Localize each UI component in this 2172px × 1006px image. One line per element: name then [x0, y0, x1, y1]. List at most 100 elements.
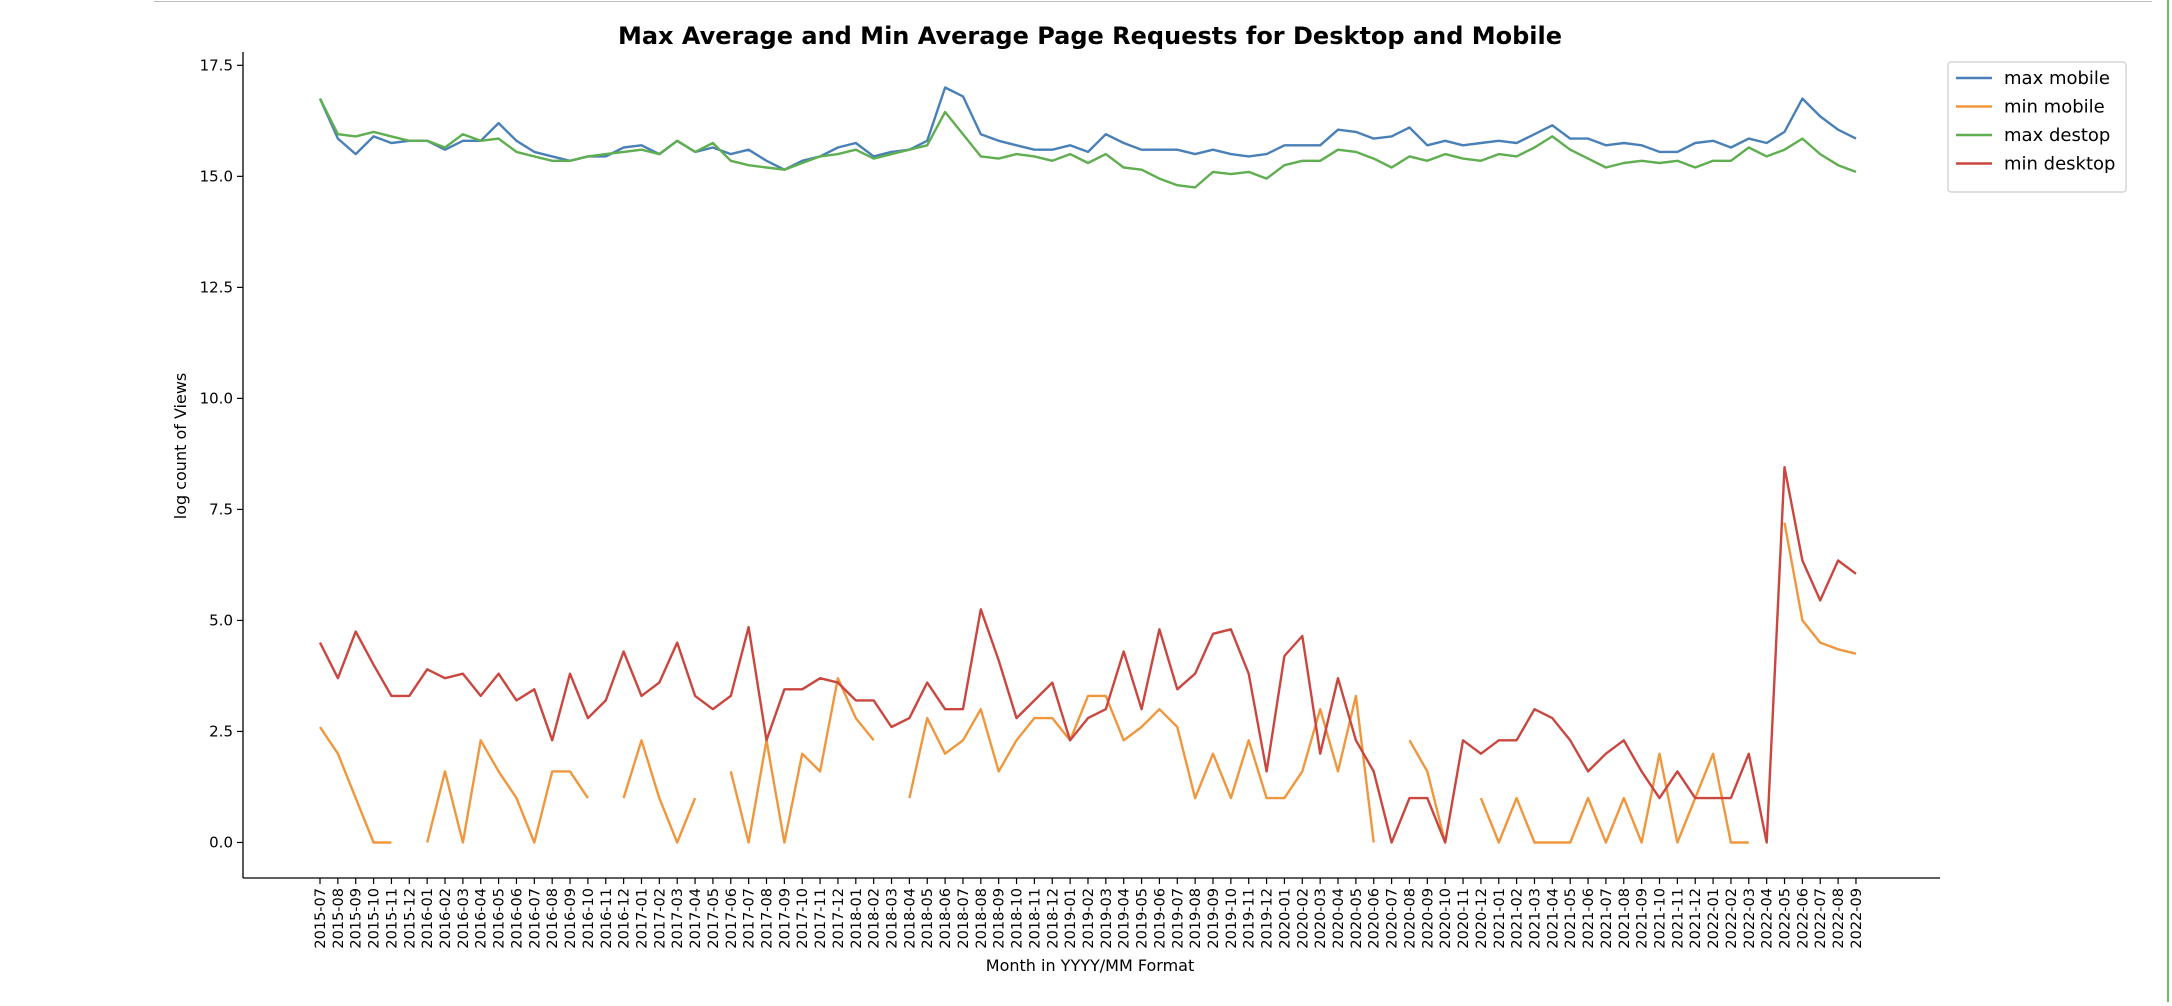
x-tick-label: 2016-08	[545, 888, 561, 949]
x-tick-label: 2016-09	[563, 888, 579, 949]
x-tick-label: 2019-04	[1117, 888, 1133, 949]
x-tick-label: 2017-08	[760, 888, 776, 949]
x-tick-label: 2022-07	[1813, 888, 1829, 949]
x-tick-label: 2021-05	[1563, 888, 1579, 949]
x-tick-label: 2016-12	[617, 888, 633, 949]
x-tick-label: 2017-07	[742, 888, 758, 949]
x-tick-label: 2018-11	[1027, 888, 1043, 949]
series-line-max-destop	[318, 98, 1857, 189]
legend-label: max mobile	[2004, 68, 2110, 89]
x-tick-label: 2021-11	[1670, 888, 1686, 949]
x-tick-label: 2018-12	[1045, 888, 1061, 949]
y-axis-label: log count of Views	[171, 373, 190, 520]
x-tick-label: 2020-05	[1349, 888, 1365, 949]
y-tick-label: 5.0	[209, 611, 233, 629]
y-tick-label: 15.0	[200, 167, 233, 185]
x-tick-label: 2016-02	[438, 888, 454, 949]
x-tick-label: 2018-01	[849, 888, 865, 949]
x-tick-label: 2022-01	[1706, 888, 1722, 949]
x-tick-label: 2018-08	[974, 888, 990, 949]
legend: max mobile min mobile max destop min deskto…	[1947, 61, 2127, 193]
legend-label: min desktop	[2004, 154, 2115, 175]
x-tick-label: 2020-08	[1402, 888, 1418, 949]
series-line-min-desktop	[318, 466, 1857, 844]
x-tick-label: 2018-07	[956, 888, 972, 949]
x-axis-label: Month in YYYY/MM Format	[986, 956, 1194, 975]
x-tick-label: 2020-06	[1367, 888, 1383, 949]
series-layer	[318, 86, 1857, 844]
x-tick-label: 2019-11	[1242, 888, 1258, 949]
window-right-edge	[2167, 0, 2169, 1002]
x-tick-label: 2022-09	[1849, 888, 1865, 949]
x-tick-label: 2017-01	[634, 888, 650, 949]
x-tick-label: 2019-12	[1260, 888, 1276, 949]
x-tick-label: 2019-01	[1063, 888, 1079, 949]
x-tick-label: 2022-04	[1760, 888, 1776, 949]
x-tick-label: 2018-06	[938, 888, 954, 949]
x-tick-label: 2020-12	[1474, 888, 1490, 949]
x-tick-label: 2021-08	[1617, 888, 1633, 949]
x-tick-label: 2019-03	[1099, 888, 1115, 949]
x-tick-label: 2020-04	[1331, 888, 1347, 949]
x-tick-label: 2019-07	[1170, 888, 1186, 949]
x-tick-label: 2016-01	[420, 888, 436, 949]
x-tick-label: 2019-08	[1188, 888, 1204, 949]
x-tick-label: 2017-04	[688, 888, 704, 949]
x-tick-label: 2022-05	[1778, 888, 1794, 949]
x-tick-label: 2017-02	[652, 888, 668, 949]
series-line-max-mobile	[318, 86, 1857, 171]
legend-box	[1947, 61, 2127, 193]
x-tick-label: 2019-09	[1206, 888, 1222, 949]
series-line-min-mobile	[319, 522, 1857, 844]
x-tick-label: 2021-10	[1653, 888, 1669, 949]
x-tick-label: 2017-06	[724, 888, 740, 949]
x-tick-label: 2021-06	[1581, 888, 1597, 949]
chart-title: Max Average and Min Average Page Request…	[618, 22, 1562, 50]
x-tick-label: 2022-08	[1831, 888, 1847, 949]
x-tick-label: 2016-11	[599, 888, 615, 949]
x-tick-label: 2015-08	[331, 888, 347, 949]
x-tick-label: 2017-12	[831, 888, 847, 949]
x-tick-label: 2016-05	[492, 888, 508, 949]
y-tick-label: 10.0	[200, 389, 233, 407]
x-tick-label: 2021-07	[1599, 888, 1615, 949]
x-tick-label: 2017-03	[670, 888, 686, 949]
y-tick-label: 0.0	[209, 833, 233, 851]
y-tick-label: 17.5	[200, 56, 233, 74]
x-tick-label: 2018-10	[1010, 888, 1026, 949]
x-tick-label: 2017-11	[813, 888, 829, 949]
x-tick-label: 2019-10	[1224, 888, 1240, 949]
x-tick-label: 2020-10	[1438, 888, 1454, 949]
x-tick-label: 2021-03	[1527, 888, 1543, 949]
x-tick-label: 2016-04	[474, 888, 490, 949]
x-tick-label: 2016-10	[581, 888, 597, 949]
x-tick-label: 2018-05	[920, 888, 936, 949]
x-tick-label: 2015-07	[313, 888, 329, 949]
y-tick-label: 12.5	[200, 278, 233, 296]
x-tick-label: 2015-09	[349, 888, 365, 949]
x-tick-label: 2015-11	[384, 888, 400, 949]
x-tick-label: 2021-04	[1545, 888, 1561, 949]
x-tick-label: 2018-03	[885, 888, 901, 949]
x-tick-label: 2022-06	[1795, 888, 1811, 949]
x-tick-label: 2020-11	[1456, 888, 1472, 949]
x-tick-label: 2020-03	[1313, 888, 1329, 949]
x-tick-label: 2018-04	[902, 888, 918, 949]
x-tick-label: 2017-10	[795, 888, 811, 949]
x-tick-label: 2021-12	[1688, 888, 1704, 949]
x-tick-label: 2020-01	[1277, 888, 1293, 949]
x-tick-label: 2017-09	[777, 888, 793, 949]
x-tick-label: 2019-05	[1135, 888, 1151, 949]
y-tick-label: 7.5	[209, 500, 233, 518]
x-tick-label: 2022-03	[1742, 888, 1758, 949]
x-tick-label: 2016-07	[527, 888, 543, 949]
y-tick-label: 2.5	[209, 722, 233, 740]
x-tick-label: 2020-09	[1420, 888, 1436, 949]
window-top-edge	[154, 0, 2152, 2]
x-tick-label: 2016-03	[456, 888, 472, 949]
legend-label: min mobile	[2004, 97, 2105, 118]
x-tick-label: 2020-02	[1295, 888, 1311, 949]
x-tick-label: 2019-02	[1081, 888, 1097, 949]
x-tick-label: 2015-10	[367, 888, 383, 949]
x-tick-label: 2020-07	[1385, 888, 1401, 949]
